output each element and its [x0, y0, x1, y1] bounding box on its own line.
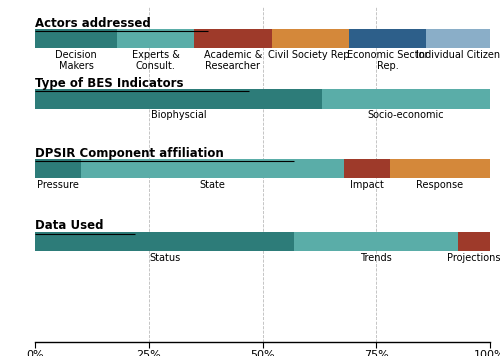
Text: Individual Citizen: Individual Citizen	[416, 50, 500, 60]
Bar	[80, 159, 344, 178]
Bar	[344, 159, 390, 178]
Text: Pressure: Pressure	[37, 180, 78, 190]
Text: Trends: Trends	[360, 253, 392, 263]
Bar	[35, 29, 117, 48]
Text: Academic &
Researcher: Academic & Researcher	[204, 50, 262, 71]
Text: Projections: Projections	[448, 253, 500, 263]
Bar	[117, 29, 194, 48]
Bar	[349, 29, 426, 48]
Text: Data Used: Data Used	[35, 219, 103, 232]
Text: Experts &
Consult.: Experts & Consult.	[132, 50, 180, 71]
Bar	[272, 29, 349, 48]
Bar	[35, 89, 322, 109]
Text: Civil Society Rep.: Civil Society Rep.	[268, 50, 352, 60]
Text: Actors addressed: Actors addressed	[35, 17, 151, 30]
Text: Status: Status	[149, 253, 180, 263]
Text: Economic Sector
Rep.: Economic Sector Rep.	[347, 50, 428, 71]
Text: Response: Response	[416, 180, 464, 190]
Text: DPSIR Component affiliation: DPSIR Component affiliation	[35, 147, 224, 159]
Text: Impact: Impact	[350, 180, 384, 190]
Bar	[294, 232, 458, 251]
Text: Biophyscial: Biophyscial	[150, 110, 206, 120]
Text: State: State	[200, 180, 226, 190]
Bar	[458, 232, 490, 251]
Text: Decision
Makers: Decision Makers	[55, 50, 97, 71]
Text: Type of BES Indicators: Type of BES Indicators	[35, 77, 184, 90]
Bar	[426, 29, 490, 48]
Bar	[35, 232, 294, 251]
Bar	[194, 29, 272, 48]
Bar	[322, 89, 490, 109]
Text: Socio-economic: Socio-economic	[368, 110, 444, 120]
Bar	[35, 159, 80, 178]
Bar	[390, 159, 490, 178]
